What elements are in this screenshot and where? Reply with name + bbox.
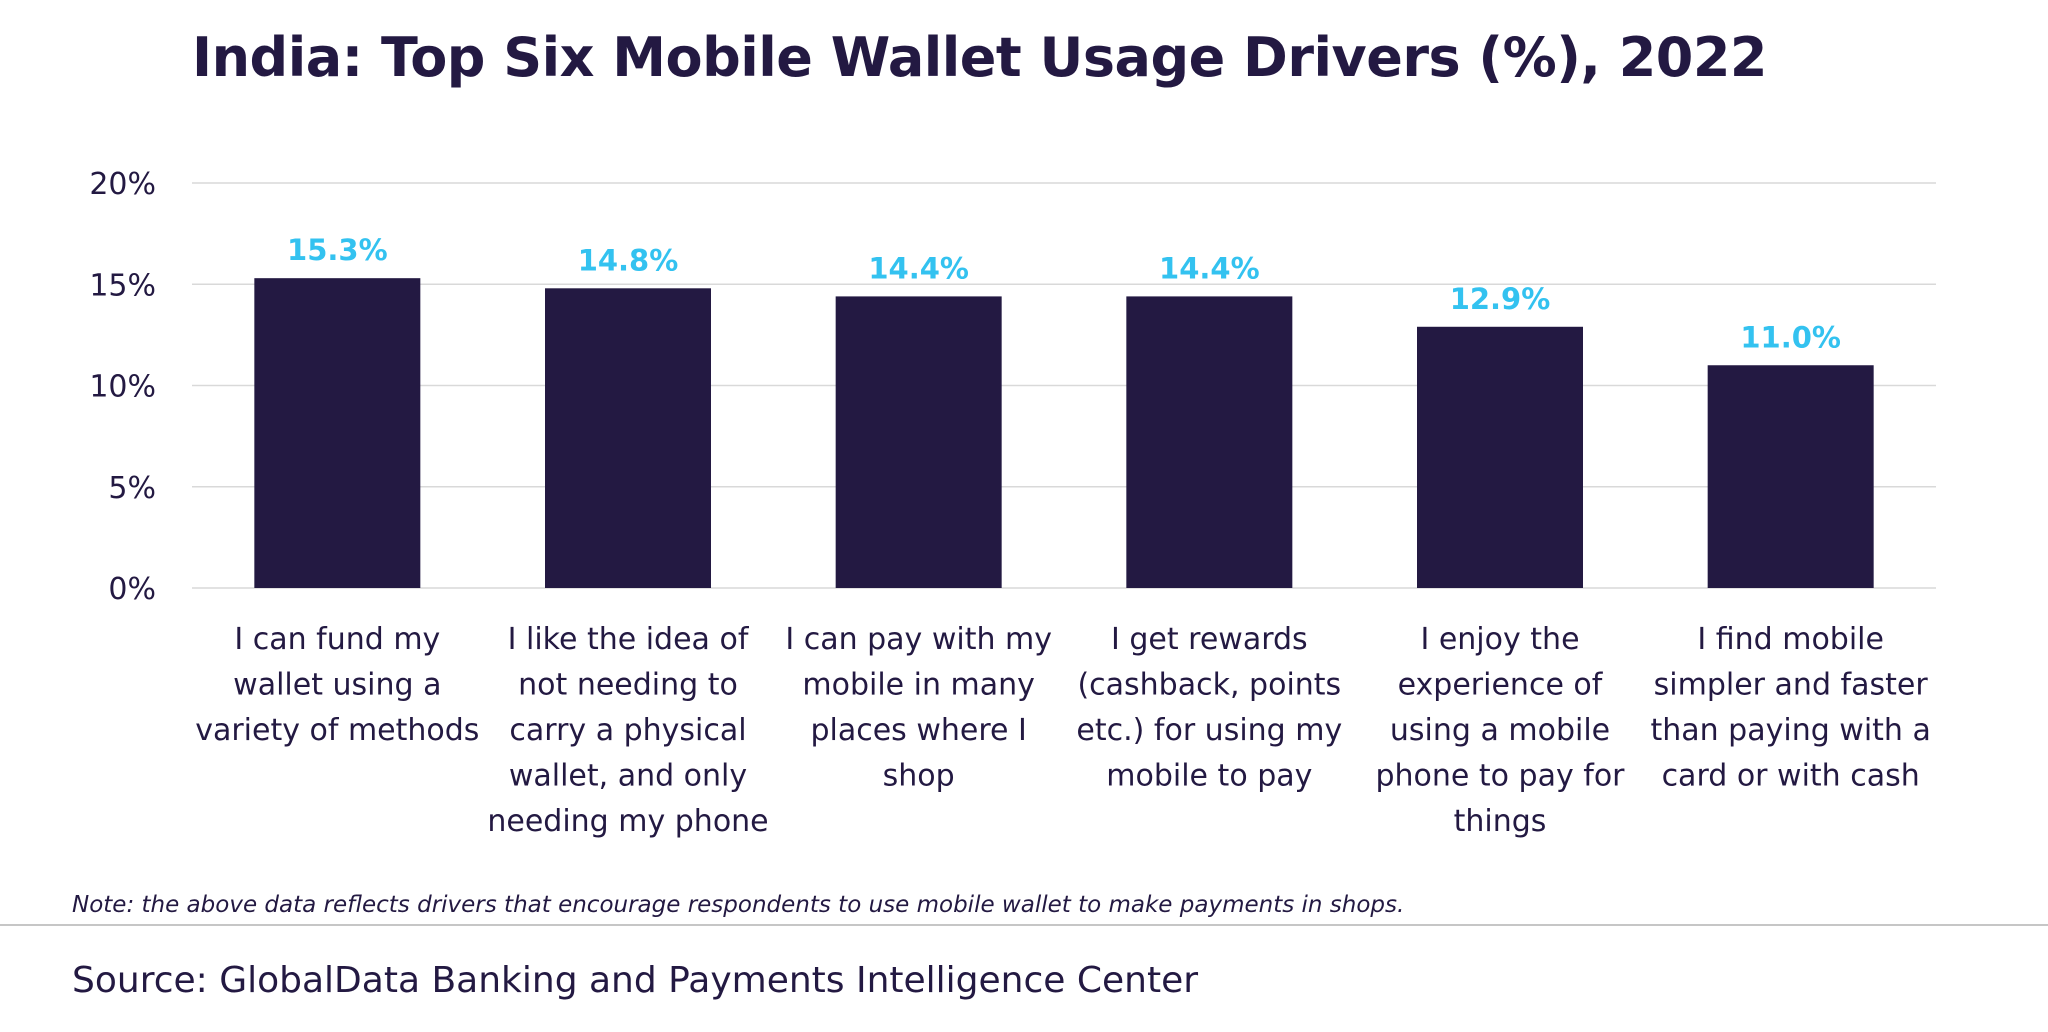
data-label: 11.0% <box>1740 320 1841 354</box>
y-tick-label: 20% <box>89 167 156 202</box>
footnote: Note: the above data reflects drivers th… <box>72 892 1405 918</box>
category-labels: I can fund my wallet using a variety of me… <box>195 622 1931 839</box>
bar <box>835 296 1002 588</box>
category-label: I can pay with my mobile in many places wh… <box>785 622 1052 794</box>
bar <box>1126 296 1293 588</box>
category-label: I get rewards (cashback, points etc.) for … <box>1076 622 1342 794</box>
bar <box>1707 365 1874 588</box>
category-label: I like the idea of not needing to carry a … <box>487 622 768 839</box>
y-tick-label: 10% <box>89 370 156 405</box>
bar <box>1417 326 1583 588</box>
bar <box>545 288 711 588</box>
data-label: 14.4% <box>1159 251 1260 285</box>
bar <box>254 278 421 588</box>
category-label: I can fund my wallet using a variety of me… <box>195 622 479 748</box>
source-line: Source: GlobalData Banking and Payments … <box>72 960 1199 1001</box>
category-label: I enjoy the experience of using a mobile ph… <box>1375 622 1625 839</box>
y-tick-label: 0% <box>108 572 156 607</box>
gridlines <box>192 182 1936 589</box>
bar-chart: 0%5%10%15%20% 15.3% 14.8% 14.4% 14.4%12.9%1… <box>89 167 1936 839</box>
bars <box>254 278 1874 588</box>
y-axis-ticks: 0% 5% 10% 15% 20% <box>89 167 156 607</box>
category-label: I find mobile simpler and faster than payi… <box>1650 622 1930 794</box>
data-labels: 15.3% 14.8% 14.4% 14.4% 12.9% 11.0% <box>287 233 1841 354</box>
data-label: 15.3% <box>287 233 388 267</box>
data-label: 12.9% <box>1450 282 1551 316</box>
y-tick-label: 15% <box>89 268 156 303</box>
data-label: 14.8% <box>578 243 679 277</box>
divider <box>0 924 2048 926</box>
data-label: 14.4% <box>868 251 969 285</box>
chart-title: India: Top Six Mobile Wallet Usage Drive… <box>192 26 1768 89</box>
y-tick-label: 5% <box>108 471 156 506</box>
